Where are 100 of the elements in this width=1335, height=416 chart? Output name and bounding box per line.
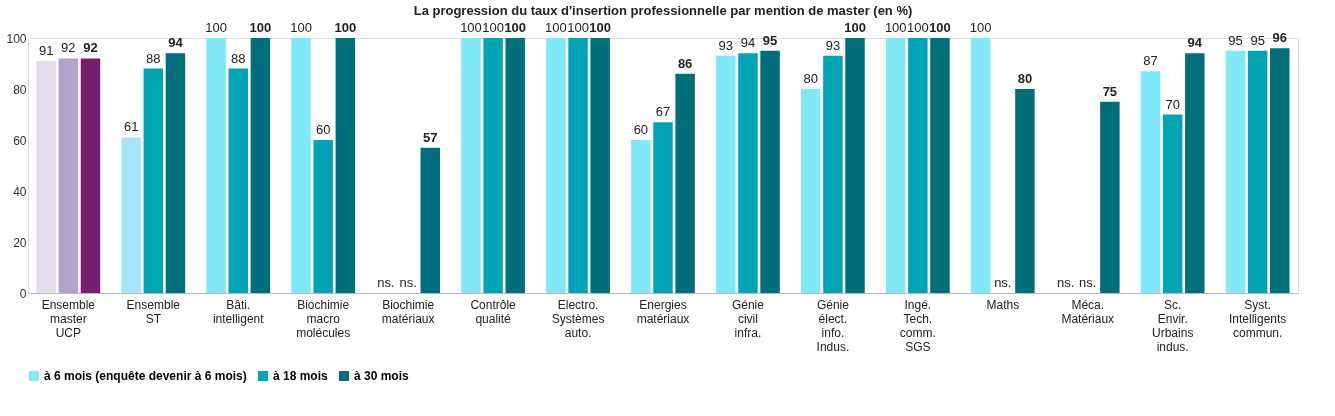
y-tick-label: 80 (13, 82, 27, 97)
data-label: 61 (123, 119, 139, 135)
bar (206, 38, 226, 293)
text: ns. (1056, 275, 1075, 290)
chart-title: La progression du taux d'insertion professionnelle par mention de master (en %) (413, 3, 913, 18)
data-label: 57 (423, 129, 438, 145)
bar (760, 50, 780, 293)
bar (845, 38, 865, 293)
y-tick-label: 0 (19, 286, 27, 301)
x-tick-label: Bâti. intelligent (212, 297, 265, 326)
data-label: 60 (633, 122, 649, 137)
bar (121, 137, 141, 293)
data-label: 96 (1272, 30, 1288, 46)
data-label: 92 (61, 40, 76, 56)
bar (675, 73, 695, 293)
data-label: 100 (844, 20, 866, 35)
x-tick-label: Electro. Systèmes auto. (551, 297, 605, 340)
bar (1140, 71, 1161, 293)
text: ns. (1079, 275, 1097, 290)
bar (738, 53, 758, 293)
bar (1185, 53, 1205, 293)
data-label: 95 (762, 32, 778, 48)
bar (716, 55, 736, 293)
bar (801, 89, 821, 293)
bar (420, 147, 441, 293)
y-tick-label: 60 (13, 133, 27, 148)
data-label: 93 (718, 37, 734, 53)
bar (1015, 89, 1035, 293)
bar (631, 140, 651, 293)
bar (58, 58, 79, 293)
data-label: 100 (567, 20, 589, 35)
data-label: 93 (825, 37, 841, 53)
x-tick-label: Sc. Envir. Urbains indus. (1152, 297, 1194, 354)
y-tick-label: 100 (6, 31, 27, 46)
bar (1270, 48, 1290, 293)
bar (1225, 50, 1246, 293)
data-label: 100 (504, 20, 527, 35)
data-label: 80 (803, 71, 819, 86)
data-label: 100 (249, 20, 272, 35)
bar (483, 38, 503, 293)
legend-label: à 18 mois (273, 369, 329, 383)
x-tick-label: Energies matériaux (636, 297, 690, 326)
data-label: 67 (655, 104, 671, 120)
x-tick-label: Ensemble master UCP (41, 297, 96, 340)
bar (546, 38, 566, 293)
data-label: 100 (460, 20, 482, 35)
bar (250, 38, 271, 293)
bar (143, 68, 164, 293)
x-tick-label: Ingé. Tech. comm. SGS (899, 297, 936, 354)
data-label: 95 (1250, 32, 1265, 48)
legend-label: à 30 mois (354, 369, 410, 383)
bar (1100, 101, 1120, 293)
data-label: 100 (907, 20, 929, 35)
data-label: 95 (1228, 32, 1243, 48)
data-label: 100 (205, 20, 227, 35)
bar (653, 122, 673, 293)
data-label: 94 (1187, 35, 1203, 51)
data-label: 88 (231, 50, 246, 66)
bar (970, 38, 991, 293)
bar (505, 38, 525, 293)
bar (313, 140, 333, 293)
data-label: 94 (168, 35, 184, 51)
bar (885, 38, 906, 293)
bar (908, 38, 928, 293)
bar (291, 38, 311, 293)
data-label: 86 (677, 55, 693, 71)
data-label: 100 (969, 20, 992, 35)
bar (335, 38, 356, 293)
x-tick-label: Génie élect. info. Indus. (816, 297, 850, 354)
data-label: 100 (290, 20, 312, 35)
data-label: 91 (38, 42, 54, 58)
data-label: 100 (482, 20, 504, 35)
data-label: 100 (589, 20, 612, 35)
bar (461, 38, 481, 293)
x-tick-label: Génie civil infra. (731, 297, 765, 340)
data-label: 60 (315, 122, 331, 137)
y-tick-label: 40 (13, 184, 27, 199)
data-label: 92 (83, 40, 98, 56)
data-label: 70 (1165, 96, 1180, 112)
y-tick-label: 20 (13, 235, 27, 250)
data-label: 100 (334, 20, 357, 35)
text: ns. (377, 275, 395, 290)
bar (80, 58, 101, 293)
bar (930, 38, 950, 293)
data-label: 100 (545, 20, 567, 35)
data-label: 94 (740, 35, 756, 51)
bar (36, 60, 56, 293)
data-label: 87 (1143, 53, 1158, 69)
legend-label: à 6 mois (enquête devenir à 6 mois) (44, 369, 247, 383)
x-tick-label: Contrôle qualité (470, 297, 517, 326)
data-label: 88 (146, 50, 161, 66)
data-label: 100 (884, 20, 907, 35)
x-tick-label: Ensemble ST (126, 297, 181, 326)
bar (165, 53, 186, 293)
bar (1247, 50, 1268, 293)
bar (568, 38, 588, 293)
bar (228, 68, 248, 293)
bar (590, 38, 610, 293)
bar (1162, 114, 1183, 293)
x-tick-label: Syst. Intelligents commun. (1228, 297, 1287, 340)
